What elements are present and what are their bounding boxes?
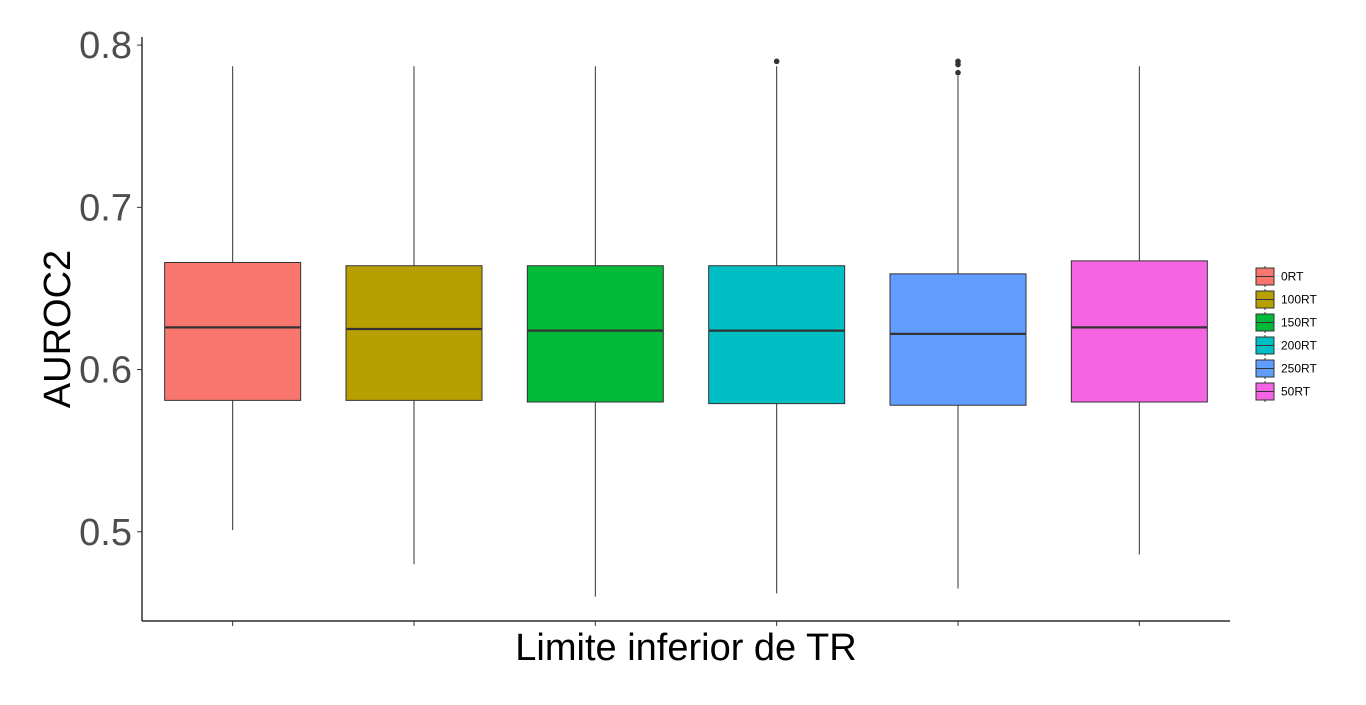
- box-250RT: [889, 58, 1027, 589]
- y-tick-label: 0.6: [79, 350, 132, 392]
- iqr-box: [1070, 260, 1208, 403]
- plot-area: [164, 58, 1208, 597]
- iqr-box: [708, 265, 846, 405]
- y-axis-ticks: 0.5 0.6 0.7 0.8: [79, 25, 142, 554]
- y-tick-label: 0.7: [79, 187, 132, 229]
- iqr-box: [164, 261, 302, 401]
- y-tick-label: 0.8: [79, 25, 132, 67]
- legend-item-250RT: 250RT: [1255, 358, 1317, 379]
- outlier-point: [955, 61, 961, 68]
- y-tick-label: 0.5: [79, 512, 132, 554]
- legend-item-200RT: 200RT: [1255, 335, 1317, 356]
- legend-label: 100RT: [1281, 293, 1317, 307]
- legend-item-0RT: 0RT: [1255, 266, 1304, 287]
- box-50RT: [1070, 66, 1208, 555]
- outlier-point: [773, 58, 780, 65]
- legend-label: 150RT: [1281, 316, 1317, 330]
- legend: 0RT 100RT 150RT 200RT 250RT 50RT: [1255, 266, 1317, 402]
- legend-item-150RT: 150RT: [1255, 312, 1317, 333]
- legend-label: 200RT: [1281, 339, 1317, 353]
- box-100RT: [345, 66, 483, 565]
- iqr-box: [526, 265, 664, 403]
- legend-item-50RT: 50RT: [1255, 381, 1311, 402]
- iqr-box: [345, 265, 483, 401]
- legend-label: 0RT: [1281, 270, 1304, 284]
- x-axis-title: Limite inferior de TR: [515, 627, 856, 669]
- box-150RT: [526, 66, 664, 597]
- legend-item-100RT: 100RT: [1255, 289, 1317, 310]
- iqr-box: [889, 273, 1027, 406]
- x-axis-ticks: [232, 621, 1140, 626]
- legend-label: 50RT: [1281, 385, 1311, 399]
- outlier-point: [955, 69, 961, 76]
- y-axis-title: AUROC2: [37, 250, 79, 408]
- box-200RT: [708, 58, 846, 594]
- legend-label: 250RT: [1281, 362, 1317, 376]
- box-0RT: [164, 66, 302, 531]
